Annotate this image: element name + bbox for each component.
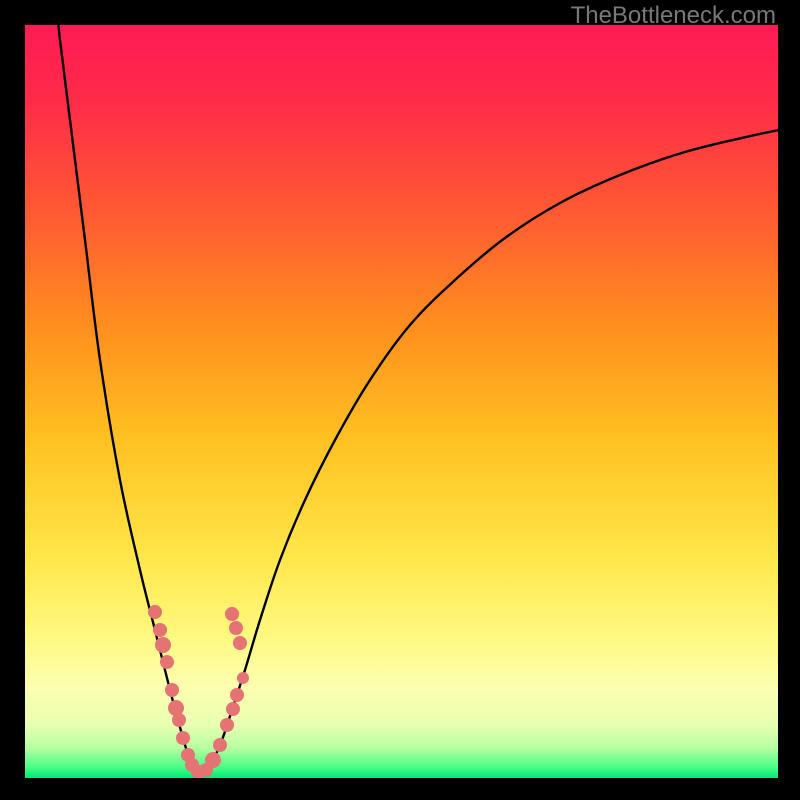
chart-container: TheBottleneck.com [0, 0, 800, 800]
gradient-plot-area [25, 25, 778, 778]
watermark-label: TheBottleneck.com [571, 2, 776, 30]
